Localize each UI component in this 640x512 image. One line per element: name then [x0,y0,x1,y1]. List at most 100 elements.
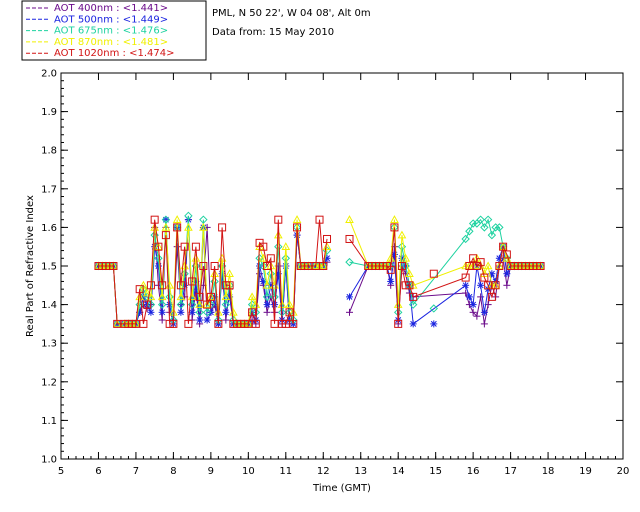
x-tick-label: 14 [392,466,405,477]
data-point-triangle [247,292,257,301]
x-tick-label: 12 [317,466,330,477]
data-point-asterisk [222,308,230,316]
y-tick-label: 1.0 [41,455,57,466]
y-tick-label: 1.2 [41,377,57,388]
data-point-square [158,281,167,290]
data-point-square [390,223,399,232]
data-point-diamond [202,308,212,317]
data-point-square [293,223,302,232]
series-line [98,219,328,326]
data-point-square [323,234,332,243]
x-axis-label: Time (GMT) [312,483,371,494]
data-point-square [109,262,118,270]
x-tick-label: 6 [95,466,101,477]
data-point-diamond [480,223,489,232]
data-point-triangle [172,215,182,223]
data-point-square [143,300,152,309]
x-tick-label: 5 [58,466,64,477]
data-point-square [461,273,470,282]
data-point-square [203,300,212,309]
y-tick-label: 1.7 [41,184,57,195]
data-point-diamond [408,300,418,309]
x-tick-label: 9 [208,466,214,477]
series-5 [94,215,545,328]
y-tick-label: 1.9 [41,107,57,118]
data-point-square [139,319,148,328]
x-tick-label: 8 [170,466,176,477]
data-point-asterisk [196,316,204,324]
data-point-square [429,269,438,278]
data-point-triangle [273,230,283,239]
data-point-plus [158,316,166,324]
data-point-square [263,262,272,270]
data-point-square [285,308,294,317]
data-point-square [188,277,197,286]
data-point-plus [345,308,353,316]
data-point-asterisk [430,320,438,328]
data-point-asterisk [469,301,477,309]
data-point-triangle [281,242,291,250]
y-tick-label: 1.8 [41,146,57,157]
data-point-diamond [274,242,283,251]
data-point-triangle [195,300,204,308]
data-point-triangle [483,261,493,270]
data-point-diamond [157,300,167,309]
data-point-square [397,262,406,270]
x-tick-label: 7 [133,466,139,477]
data-point-triangle [262,280,272,289]
legend: AOT 400nm : <1.441>AOT 500nm : <1.449>AO… [26,3,174,59]
data-point-triangle [292,215,302,223]
x-tick-label: 15 [429,466,442,477]
data-point-square [173,223,182,232]
data-point-plus [477,293,485,301]
data-point-asterisk [147,308,155,316]
data-point-diamond [281,254,291,263]
data-point-square [386,265,395,274]
data-point-diamond [476,215,485,224]
data-point-plus [263,308,271,316]
data-point-triangle [491,280,500,289]
x-tick-label: 10 [242,466,255,477]
data-point-triangle [322,242,332,250]
x-tick-label: 20 [617,466,630,477]
series-line [98,219,328,326]
data-point-diamond [270,292,279,302]
legend-box [21,0,207,61]
data-point-square [405,281,414,290]
data-point-triangle [176,292,186,301]
data-point-square [135,285,144,294]
axis-ticks: 5 6 7 8 9 10 11 12 13 14 15 16 17 18 19 20 1.0 1.1 1.2 1.3 1… [41,69,629,478]
y-tick-label: 1.3 [41,339,57,350]
data-point-square [266,254,275,263]
data-point-plus [173,243,181,251]
data-point-diamond [468,219,478,228]
data-point-diamond [461,234,470,244]
data-point-plus [473,312,481,320]
data-point-diamond [266,269,276,278]
data-point-triangle [161,222,171,231]
data-point-square [176,281,185,290]
data-point-plus [480,320,488,328]
data-point-square [502,250,511,259]
data-point-triangle [199,222,208,231]
data-point-square [195,292,204,301]
data-point-triangle [228,307,238,316]
x-tick-label: 11 [279,466,292,477]
data-point-triangle [498,242,508,250]
data-point-triangle [318,261,328,270]
data-point-square [491,281,500,290]
series-line [98,219,328,325]
data-point-square [199,262,208,270]
data-point-diamond [210,277,219,286]
data-point-triangle [150,222,160,231]
data-point-triangle [135,292,145,301]
data-point-diamond [491,223,500,232]
data-point-square [218,223,227,232]
data-point-square [495,262,504,270]
data-point-diamond [165,292,174,302]
data-point-square [487,292,496,301]
data-point-square [146,281,155,290]
data-point-asterisk [462,281,470,289]
data-point-asterisk [177,308,185,316]
